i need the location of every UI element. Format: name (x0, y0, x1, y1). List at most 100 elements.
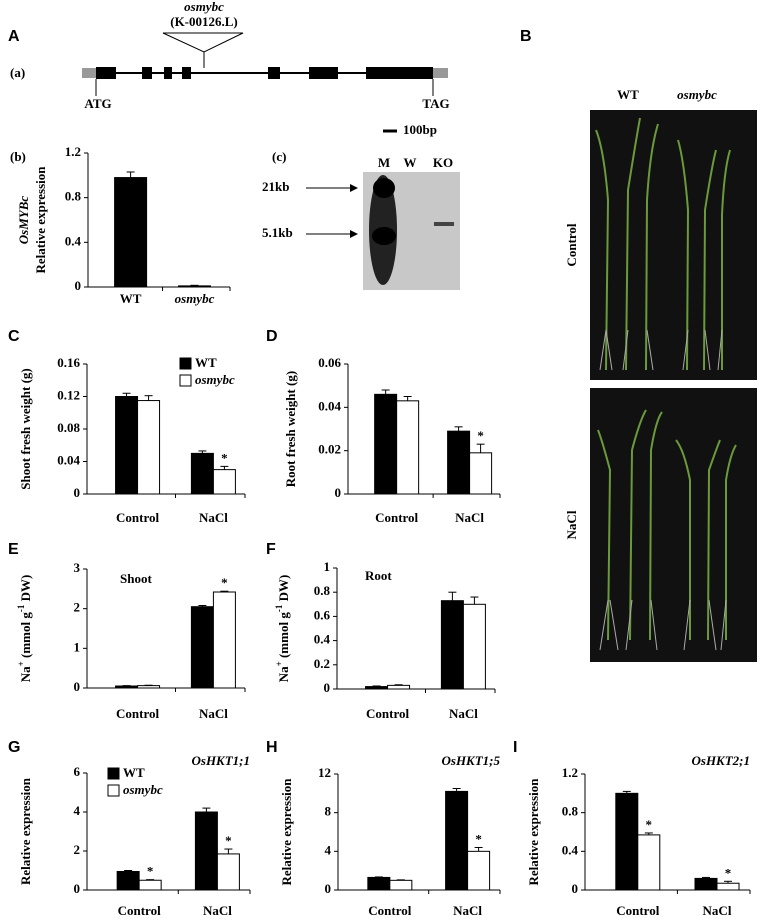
panel-letter: G (8, 739, 20, 756)
panel-letter: I (513, 739, 517, 756)
panel-letter: H (266, 739, 278, 756)
y-tick-label: 6 (74, 764, 81, 779)
gel-image (306, 172, 460, 290)
bar (137, 400, 161, 495)
panel-letter: B (520, 28, 532, 45)
y-tick-label: 0.8 (65, 189, 82, 204)
x-tick-label: Control (368, 903, 411, 918)
y-tick-label: 0.12 (57, 387, 80, 402)
error-bar (381, 389, 390, 395)
error-bar (724, 880, 732, 884)
bar (694, 877, 718, 891)
error-bar (372, 685, 381, 687)
y-tick-label: 2 (74, 842, 81, 857)
y-axis-label-part: (mmol g (18, 612, 33, 662)
y-axis-label-part: -1 (16, 604, 26, 612)
bar (387, 684, 411, 690)
error-bar (198, 604, 207, 607)
significance-label: * (225, 833, 232, 848)
chart-title: OsHKT1;1 (192, 753, 251, 768)
y-tick-label: 0.04 (318, 398, 341, 413)
bar (114, 177, 148, 288)
marker-label: 5.1kb (262, 225, 293, 240)
y-tick-label: 0.04 (57, 452, 80, 467)
y-tick-label: 3 (74, 560, 81, 575)
bar (137, 685, 161, 689)
panel-letter: A (8, 28, 20, 45)
error-bar (202, 807, 211, 812)
panel-letter: (a) (10, 65, 25, 80)
bar (190, 606, 214, 689)
chart-title: OsHKT1;5 (442, 753, 501, 768)
error-bar (452, 788, 461, 792)
bar (190, 452, 214, 495)
panel-letter: C (8, 328, 20, 345)
error-bar (190, 284, 199, 286)
panel-letter: (b) (10, 149, 26, 164)
start-codon: ATG (84, 96, 111, 111)
chart-title: Shoot (120, 571, 152, 586)
y-tick-label: 0 (335, 485, 342, 500)
significance-label: * (725, 865, 732, 880)
error-bar (403, 396, 412, 401)
x-tick-label: Control (116, 706, 159, 721)
y-tick-label: 1.2 (65, 144, 81, 159)
legend-swatch (179, 374, 192, 387)
y-tick-label: 1.2 (562, 765, 578, 780)
error-bar (126, 171, 135, 178)
y-axis-label-part: DW) (276, 575, 291, 605)
error-bar (124, 870, 133, 872)
panel-letter: D (266, 328, 278, 345)
significance-label: * (221, 575, 228, 590)
y-tick-label: 0.4 (562, 842, 579, 857)
bar (194, 811, 218, 891)
bar (396, 400, 420, 495)
panel-letter: F (266, 541, 276, 558)
y-tick-label: 0 (572, 881, 579, 896)
y-tick-label: 0.6 (314, 607, 331, 622)
y-axis-label-part: + (16, 661, 26, 666)
legend-swatch (107, 784, 120, 797)
photo-row: NaCl (564, 510, 579, 539)
bar (467, 850, 491, 891)
y-axis-label: Relative expression (526, 778, 541, 886)
x-tick-label: Control (375, 510, 418, 525)
y-axis-label: Root fresh weight (g) (283, 371, 298, 487)
photo-column: WT (617, 87, 639, 102)
y-tick-label: 0.06 (318, 355, 341, 370)
marker-label: 21kb (262, 179, 289, 194)
legend-swatch (179, 357, 192, 370)
x-tick-label: NaCl (203, 903, 232, 918)
y-tick-label: 12 (318, 765, 331, 780)
bar (615, 792, 639, 891)
bar (374, 393, 398, 495)
y-axis-label-part: + (274, 661, 284, 666)
legend-label: WT (123, 765, 145, 780)
significance-label: * (221, 450, 228, 465)
x-tick-label: NaCl (703, 903, 732, 918)
bar (367, 876, 391, 891)
legend-label: WT (195, 355, 217, 370)
y-tick-label: 0 (74, 679, 81, 694)
panel-letter: E (8, 541, 19, 558)
y-tick-label: 0 (74, 485, 81, 500)
x-tick-label: Control (366, 706, 409, 721)
y-axis-label: Na+ (mmol g-1 DW) (274, 575, 291, 683)
y-axis-label-part: DW) (18, 575, 33, 605)
y-tick-label: 1 (74, 639, 81, 654)
x-tick-label: NaCl (199, 510, 228, 525)
bar (115, 396, 139, 495)
y-tick-label: 0 (75, 278, 82, 293)
bar (116, 870, 140, 891)
error-bar (146, 879, 155, 881)
y-tick-label: 0.8 (562, 804, 579, 819)
x-tick-label: Control (118, 903, 161, 918)
y-tick-label: 8 (325, 804, 332, 819)
lane-label: KO (433, 155, 453, 170)
bar (637, 834, 661, 891)
y-axis-label: Na+ (mmol g-1 DW) (16, 575, 33, 683)
y-tick-label: 0 (74, 881, 81, 896)
significance-label: * (147, 864, 154, 879)
bar (469, 452, 493, 495)
bar (365, 686, 389, 690)
